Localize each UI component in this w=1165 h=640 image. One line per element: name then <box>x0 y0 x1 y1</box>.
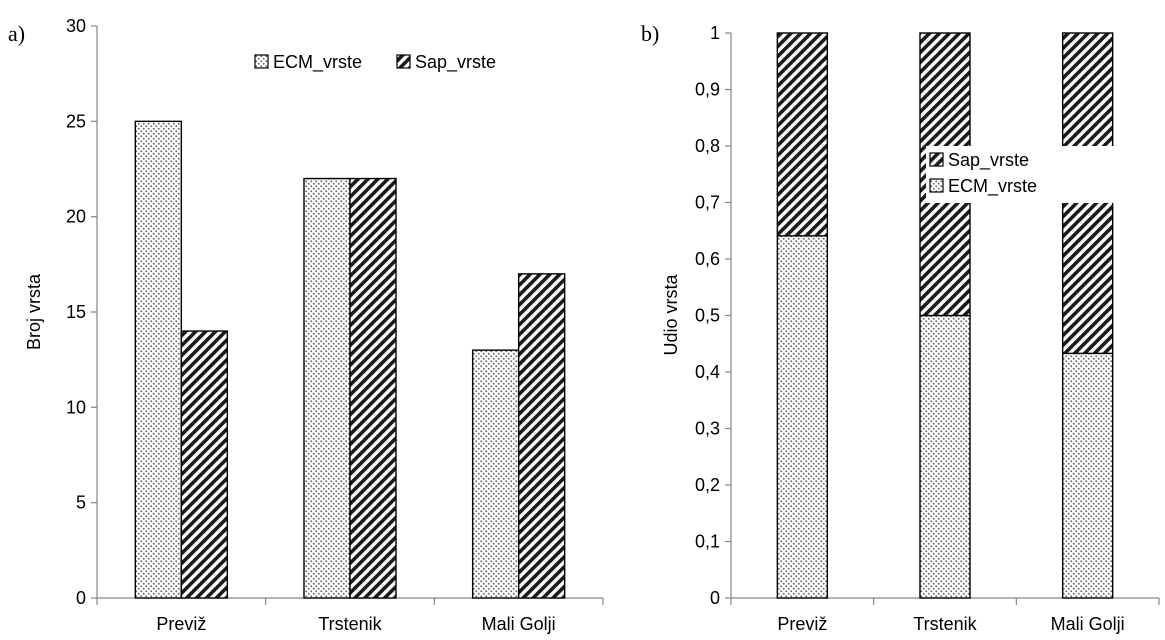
bars-a <box>134 120 566 599</box>
y-tick-label: 0,8 <box>695 136 720 156</box>
y-tick-label: 1 <box>710 23 720 43</box>
y-tick-label: 15 <box>66 302 86 322</box>
x-tick-label: Previž <box>156 614 206 634</box>
bar-ecm-vrste-previ- <box>134 120 183 599</box>
panel-b: b) 0 0,1 0,2 0,3 0,4 0,5 0,6 0,7 0,8 0,9 1 Previž T… <box>641 21 1160 634</box>
y-ticks-a: 0 5 10 15 20 25 30 <box>66 16 604 608</box>
legend-label-ecm-b: ECM_vrste <box>948 176 1037 197</box>
bar-sap-vrste-previ- <box>180 330 229 599</box>
bar-sap-vrste-mali-golji <box>517 273 566 599</box>
y-tick-label: 0 <box>710 588 720 608</box>
legend-a: ECM_vrste Sap_vrste <box>254 52 496 73</box>
x-tick-label: Trstenik <box>318 614 382 634</box>
y-tick-label: 0,3 <box>695 419 720 439</box>
bar-sap-vrste-previ- <box>776 32 829 237</box>
y-tick-label: 0,4 <box>695 362 720 382</box>
y-tick-label: 10 <box>66 397 86 417</box>
legend-label-sap-b: Sap_vrste <box>948 150 1029 171</box>
bar-sap-vrste-trstenik <box>349 177 397 599</box>
legend-swatch-ecm-a <box>254 54 269 69</box>
legend-box-b <box>926 146 1116 203</box>
bar-ecm-vrste-previ- <box>776 235 829 599</box>
y-tick-label: 0,5 <box>695 306 720 326</box>
x-labels-b: Previž Trstenik Mali Golji <box>777 614 1124 634</box>
y-ticks-b: 0 0,1 0,2 0,3 0,4 0,5 0,6 0,7 0,8 0,9 1 <box>695 23 1160 608</box>
legend-swatch-sap-b <box>929 152 944 167</box>
bar-ecm-vrste-mali-golji <box>1061 352 1114 599</box>
y-axis-label-a: Broj vrsta <box>24 273 44 350</box>
y-tick-label: 20 <box>66 207 86 227</box>
x-tick-label: Mali Golji <box>1051 614 1125 634</box>
legend-swatch-ecm-b <box>929 178 944 193</box>
y-axis-label-b: Udio vrsta <box>661 274 681 356</box>
y-tick-label: 0,9 <box>695 80 720 100</box>
bar-ecm-vrste-mali-golji <box>471 349 520 599</box>
panel-label-b: b) <box>641 21 659 46</box>
bar-ecm-vrste-trstenik <box>919 314 971 599</box>
x-labels-a: Previž Trstenik Mali Golji <box>156 614 555 634</box>
legend-label-sap-a: Sap_vrste <box>415 52 496 73</box>
y-tick-label: 0,2 <box>695 475 720 495</box>
legend-swatch-sap-a <box>396 54 411 69</box>
legend-label-ecm-a: ECM_vrste <box>273 52 362 73</box>
legend-b: Sap_vrste ECM_vrste <box>926 146 1116 203</box>
panel-label-a: a) <box>8 21 25 46</box>
y-tick-label: 0,6 <box>695 249 720 269</box>
x-tick-label: Previž <box>777 614 827 634</box>
y-tick-label: 5 <box>76 493 86 513</box>
y-tick-label: 0,1 <box>695 532 720 552</box>
bars-b <box>776 32 1114 599</box>
y-tick-label: 0 <box>76 588 86 608</box>
bar-ecm-vrste-trstenik <box>303 177 351 599</box>
x-tick-label: Mali Golji <box>482 614 556 634</box>
panel-a: a) 0 5 10 15 20 25 30 Previž Trstenik Mali Golji… <box>8 16 604 634</box>
y-tick-label: 0,7 <box>695 193 720 213</box>
y-tick-label: 25 <box>66 111 86 131</box>
y-tick-label: 30 <box>66 16 86 36</box>
x-tick-label: Trstenik <box>913 614 977 634</box>
